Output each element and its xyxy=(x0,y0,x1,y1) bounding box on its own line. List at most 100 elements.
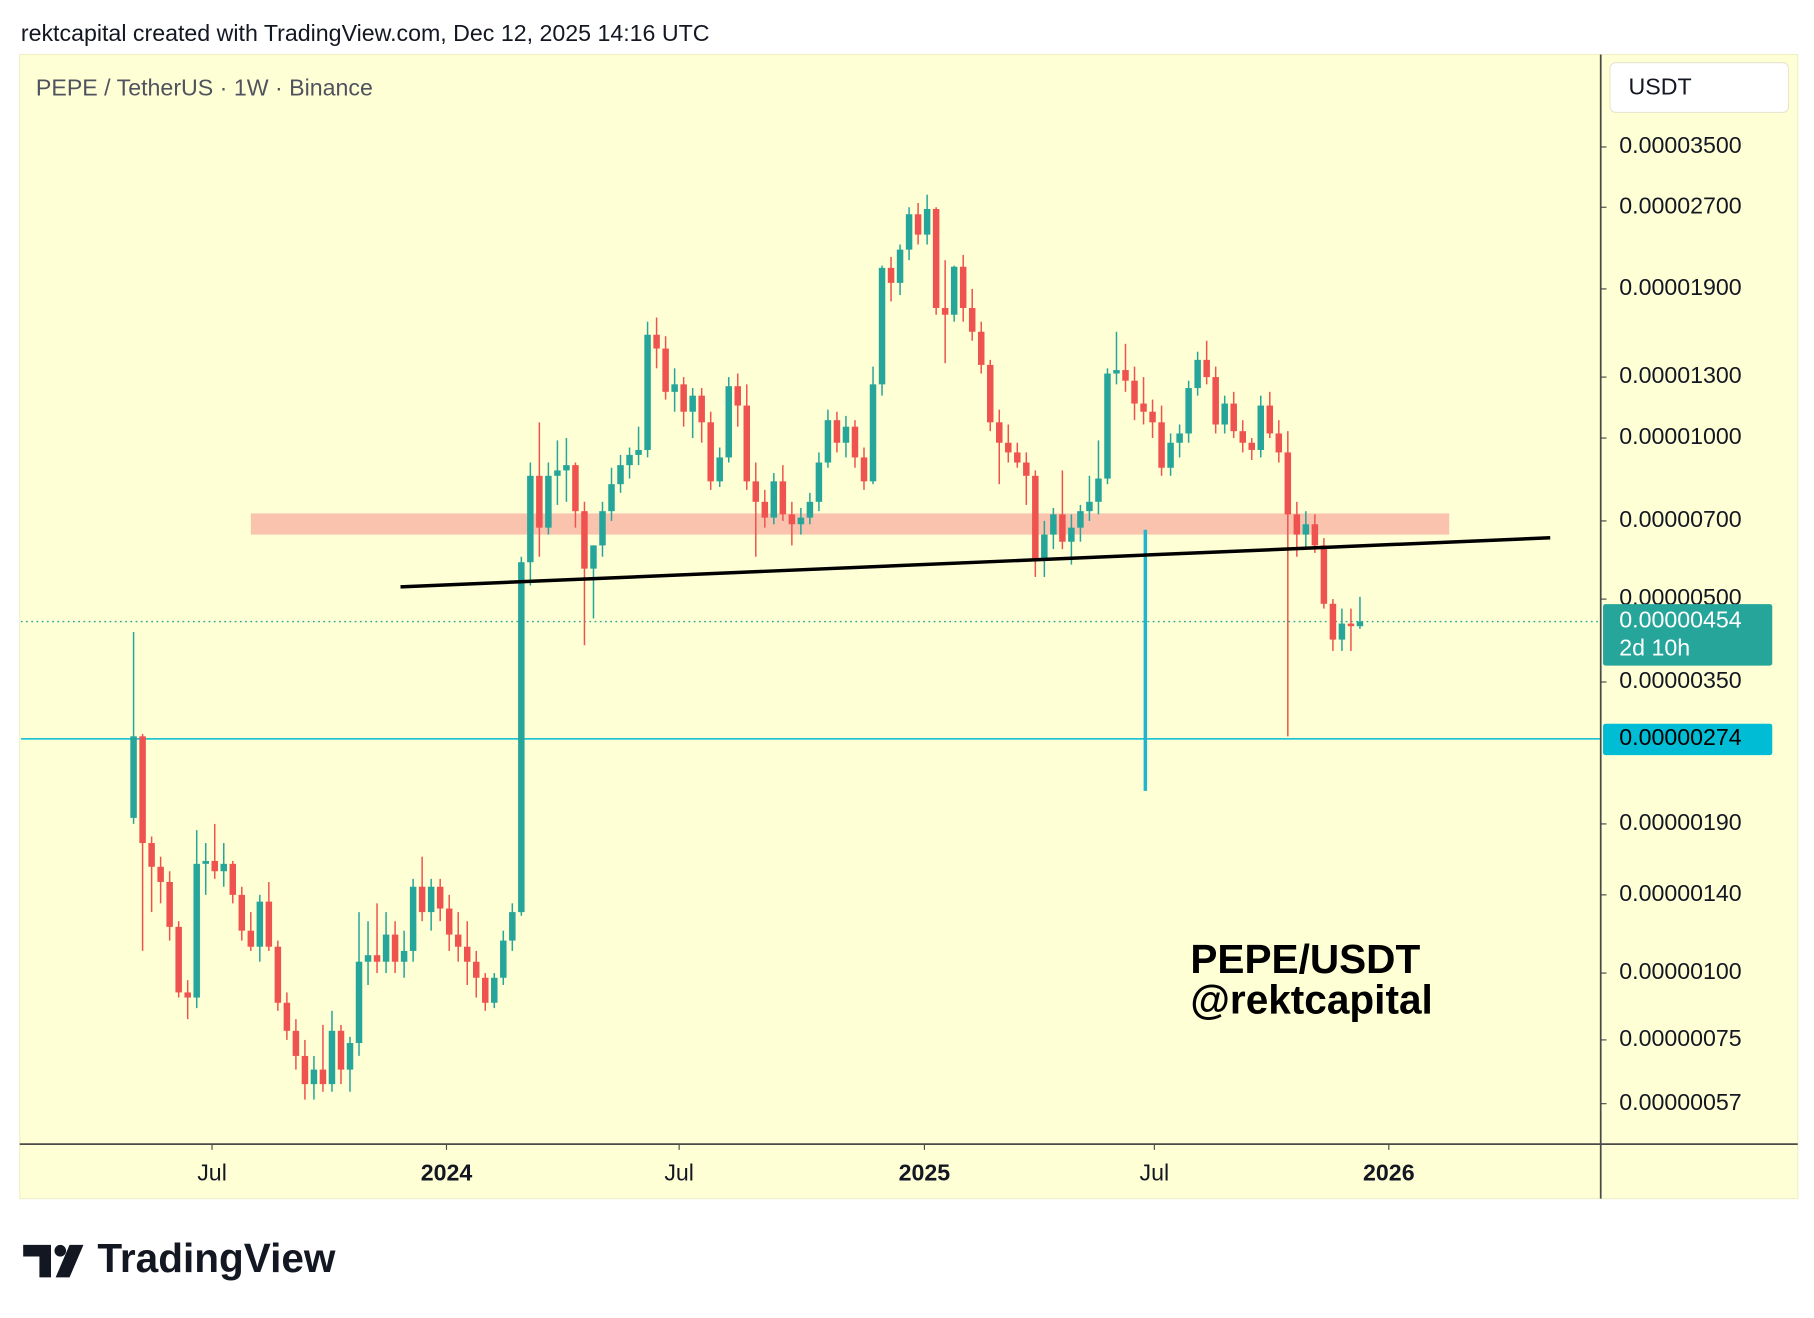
candle-body xyxy=(635,449,642,455)
candle-body xyxy=(1275,433,1283,453)
candle-body xyxy=(698,395,705,423)
candle-body xyxy=(283,1002,291,1031)
candle-body xyxy=(1302,524,1310,535)
candle-body xyxy=(905,214,913,250)
x-tick-label: Jul xyxy=(1140,1159,1170,1185)
candle-body xyxy=(761,501,769,518)
candle-body xyxy=(337,1030,345,1070)
candle-body xyxy=(409,886,417,951)
candle-body xyxy=(851,426,859,458)
candle-body xyxy=(1194,359,1201,389)
candle-body xyxy=(824,420,832,463)
candle-body xyxy=(608,484,615,512)
candle-body xyxy=(1320,545,1328,604)
candle-body xyxy=(1356,621,1364,627)
candle-body xyxy=(301,1055,309,1085)
candle-body xyxy=(211,860,218,872)
candle-body xyxy=(1077,511,1084,528)
currency-box[interactable] xyxy=(1609,62,1790,114)
candle-body xyxy=(545,475,552,528)
candle-body xyxy=(806,501,814,518)
candle-body xyxy=(842,426,850,443)
candle-body xyxy=(878,267,886,385)
candle-body xyxy=(346,1043,354,1070)
candle-body xyxy=(815,462,823,502)
x-tick-label: 2026 xyxy=(1363,1159,1415,1185)
candle-body xyxy=(716,457,723,482)
candle-body xyxy=(166,881,173,927)
candle-body xyxy=(680,384,687,412)
price-axis: 0.00003500 0.00002700 0.00001900 0.00001300… xyxy=(197,132,1773,1185)
candle-body xyxy=(1239,431,1246,443)
x-tick-label: Jul xyxy=(197,1159,227,1185)
candle-body xyxy=(1284,452,1292,515)
candle-body xyxy=(292,1030,300,1056)
logo-icon xyxy=(23,1244,52,1278)
candle-body xyxy=(1311,524,1319,546)
candle-body xyxy=(373,955,381,962)
candle-body xyxy=(707,422,714,482)
footer-brand: TradingView xyxy=(97,1235,336,1281)
candle-body xyxy=(220,863,228,872)
candle-body xyxy=(1230,403,1237,432)
candle-body xyxy=(328,1030,336,1085)
candle-body xyxy=(463,946,471,962)
candle-body xyxy=(590,545,597,569)
candle-body xyxy=(157,866,164,882)
candle-body xyxy=(247,930,255,947)
y-tick-label: 0.00000100 xyxy=(1619,958,1741,984)
candle-body xyxy=(797,517,805,525)
candle-body xyxy=(454,934,462,947)
candle-body xyxy=(752,481,760,502)
candle-body xyxy=(472,961,480,978)
y-tick-label: 0.00000190 xyxy=(1619,809,1741,835)
y-tick-label: 0.00001000 xyxy=(1619,423,1741,449)
candle-body xyxy=(860,457,868,482)
candle-body xyxy=(509,912,516,941)
y-tick-label: 0.00000700 xyxy=(1619,506,1741,532)
candle-body xyxy=(1014,452,1021,463)
currency-label[interactable]: USDT xyxy=(1629,73,1692,99)
candle-body xyxy=(1338,623,1346,640)
candle-body xyxy=(482,977,489,1003)
y-tick-label: 0.00002700 xyxy=(1619,192,1741,218)
zone xyxy=(250,513,1450,535)
candle-body xyxy=(662,348,669,392)
candle-body xyxy=(725,386,732,458)
candle-body xyxy=(581,511,588,569)
candle-body xyxy=(734,386,741,406)
candle-body xyxy=(1347,623,1355,627)
candle-body xyxy=(941,308,949,315)
candle-body xyxy=(977,331,985,365)
candle-body xyxy=(391,934,399,962)
candle-body xyxy=(1257,405,1265,450)
candle-body xyxy=(238,894,246,931)
candle-body xyxy=(770,481,778,518)
logo-icon xyxy=(54,1244,67,1257)
candle-body xyxy=(743,405,751,482)
candle-body xyxy=(256,901,264,947)
candle-body xyxy=(887,267,895,283)
hline-label: 0.00000274 xyxy=(1619,724,1742,750)
candle-body xyxy=(1131,380,1138,404)
plot-area xyxy=(20,194,1601,1100)
candle-body xyxy=(1068,527,1075,542)
candle-body xyxy=(1203,359,1210,378)
candle-body xyxy=(130,736,137,818)
annotation-line: @rektcapital xyxy=(1190,976,1432,1022)
candle-body xyxy=(1023,462,1030,476)
candle-body xyxy=(1293,514,1301,535)
candle-body xyxy=(1104,373,1111,479)
candle-body xyxy=(518,562,525,913)
candle-body xyxy=(914,214,922,235)
candle-body xyxy=(779,481,787,515)
candle-body xyxy=(968,308,976,332)
candle-body xyxy=(202,860,209,864)
candle-body xyxy=(617,465,624,485)
candle-body xyxy=(193,863,200,998)
hline-label-box xyxy=(1603,723,1773,756)
candle-body xyxy=(536,475,543,528)
last-price-box xyxy=(1603,604,1773,666)
